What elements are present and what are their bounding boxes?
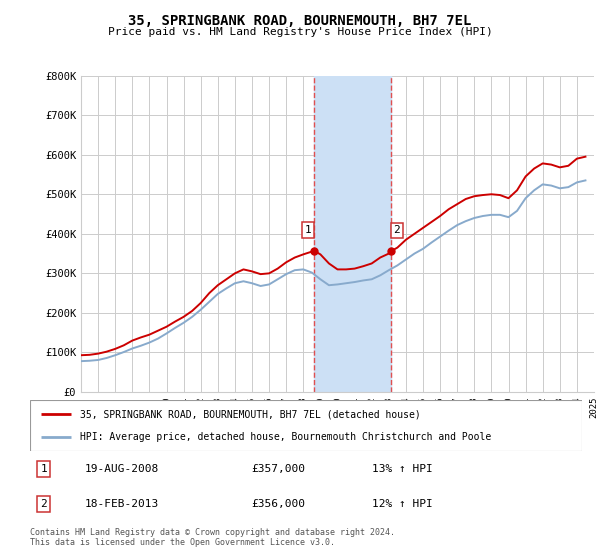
Text: Price paid vs. HM Land Registry's House Price Index (HPI): Price paid vs. HM Land Registry's House … (107, 27, 493, 37)
Text: 2: 2 (394, 226, 400, 235)
Text: 2: 2 (40, 499, 47, 509)
Text: 18-FEB-2013: 18-FEB-2013 (85, 499, 160, 509)
Text: 35, SPRINGBANK ROAD, BOURNEMOUTH, BH7 7EL: 35, SPRINGBANK ROAD, BOURNEMOUTH, BH7 7E… (128, 14, 472, 28)
Text: Contains HM Land Registry data © Crown copyright and database right 2024.
This d: Contains HM Land Registry data © Crown c… (30, 528, 395, 547)
Text: 1: 1 (40, 464, 47, 474)
Text: £356,000: £356,000 (251, 499, 305, 509)
Text: HPI: Average price, detached house, Bournemouth Christchurch and Poole: HPI: Average price, detached house, Bour… (80, 432, 491, 442)
Text: 19-AUG-2008: 19-AUG-2008 (85, 464, 160, 474)
Text: 12% ↑ HPI: 12% ↑ HPI (372, 499, 433, 509)
Text: 35, SPRINGBANK ROAD, BOURNEMOUTH, BH7 7EL (detached house): 35, SPRINGBANK ROAD, BOURNEMOUTH, BH7 7E… (80, 409, 421, 419)
Bar (314, 76, 391, 392)
Text: 1: 1 (305, 225, 311, 235)
Text: 13% ↑ HPI: 13% ↑ HPI (372, 464, 433, 474)
Text: £357,000: £357,000 (251, 464, 305, 474)
